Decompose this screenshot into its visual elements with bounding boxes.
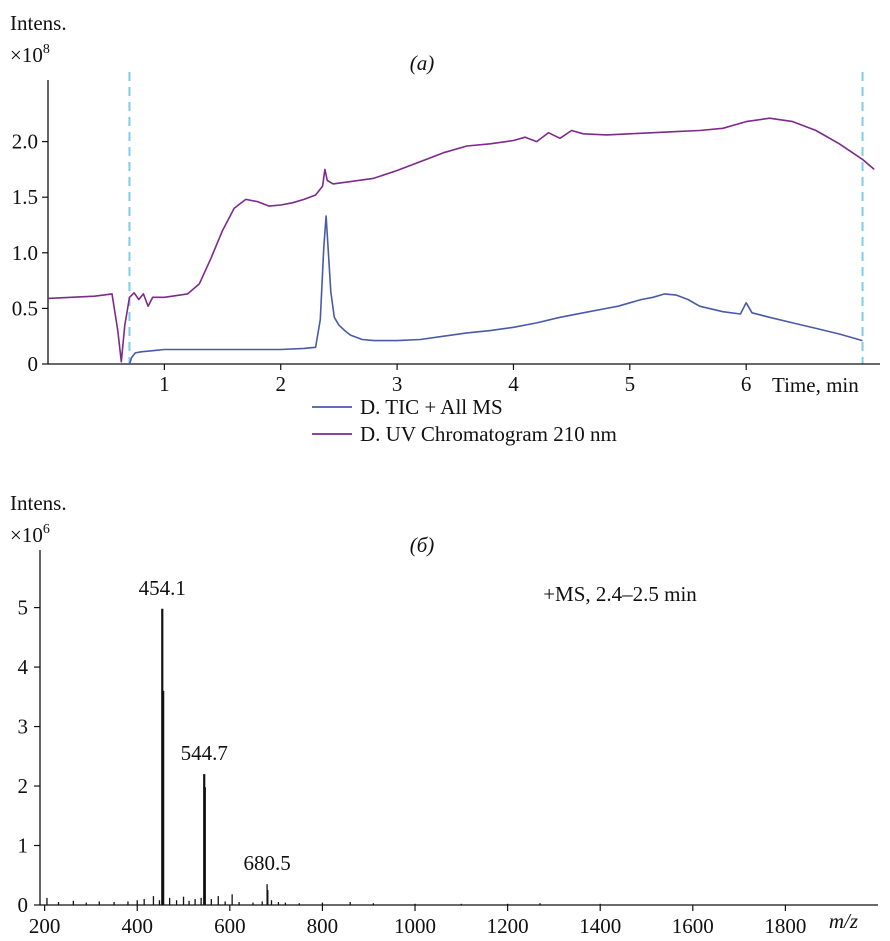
x-tick-label-5: 5 [625,372,636,396]
x-tick-label-3: 3 [392,372,403,396]
panel-b-ticks: 200 400 600 800 1000 1200 1400 1600 1800 0 1 2 3 4 5 [18,596,807,938]
panel-b-annotation: +MS, 2.4–2.5 min [543,582,697,606]
panel-a-ylabel: Intens. [10,11,67,35]
peak-label-1: 544.7 [181,741,228,765]
intens-tick-label-2: 2 [18,774,29,798]
mz-tick-label-1400: 1400 [579,914,621,938]
y-tick-label-1.0: 1.0 [12,241,38,265]
panel-a-time-markers [128,72,864,364]
intens-tick-label-1: 1 [18,834,29,858]
panel-b-xlabel: m/z [829,909,858,933]
intens-tick-label-3: 3 [18,715,29,739]
y-tick-label-0: 0 [28,352,39,376]
y-tick-label-0.5: 0.5 [12,296,38,320]
series-line-uv [47,117,875,363]
legend-label-tic: D. TIC + All MS [360,395,503,419]
mz-tick-label-200: 200 [29,914,61,938]
mz-tick-label-1800: 1800 [764,914,806,938]
panel-b-spectrum-peaks [46,608,601,905]
mz-tick-label-600: 600 [214,914,246,938]
panel-b-peak-labels: 454.1 544.7 680.5 [139,576,291,875]
intens-tick-label-5: 5 [18,596,29,620]
mz-tick-label-1600: 1600 [672,914,714,938]
mz-tick-label-800: 800 [307,914,339,938]
panel-a-axes [47,80,880,365]
panel-a-xlabel: Time, min [772,373,859,397]
panel-b-mass-spectrum: Intens. ×106 (б) +MS, 2.4–2.5 min 200 400… [10,491,878,938]
x-tick-label-4: 4 [508,372,519,396]
series-line-tic [128,215,863,365]
mz-tick-label-400: 400 [121,914,153,938]
x-tick-label-6: 6 [741,372,752,396]
peak-label-2: 680.5 [243,851,290,875]
panel-a-ticks: 1 2 3 4 5 6 0 0.5 1.0 1.5 2.0 [12,130,752,396]
panel-a-legend: D. TIC + All MS D. UV Chromatogram 210 nm [312,395,617,446]
y-tick-label-2.0: 2.0 [12,130,38,154]
panel-a-y-multiplier: ×108 [10,42,50,67]
mz-tick-label-1000: 1000 [394,914,436,938]
intens-tick-label-0: 0 [18,893,29,917]
panel-b-ylabel: Intens. [10,491,67,515]
panel-b-label: (б) [410,533,435,557]
intens-tick-label-4: 4 [18,655,29,679]
mz-tick-label-1200: 1200 [487,914,529,938]
panel-b-axes [39,550,878,906]
peak-label-0: 454.1 [139,576,186,600]
x-tick-label-1: 1 [159,372,170,396]
panel-a-series-lines [47,117,875,365]
panel-b-y-multiplier: ×106 [10,522,50,547]
y-tick-label-1.5: 1.5 [12,185,38,209]
panel-a-chromatogram: Intens. ×108 (a) 1 2 3 4 5 6 0 0.5 1.0 1.5 2.0 Tim… [10,11,880,446]
legend-label-uv: D. UV Chromatogram 210 nm [360,422,617,446]
x-tick-label-2: 2 [275,372,286,396]
panel-a-label: (a) [410,51,435,75]
